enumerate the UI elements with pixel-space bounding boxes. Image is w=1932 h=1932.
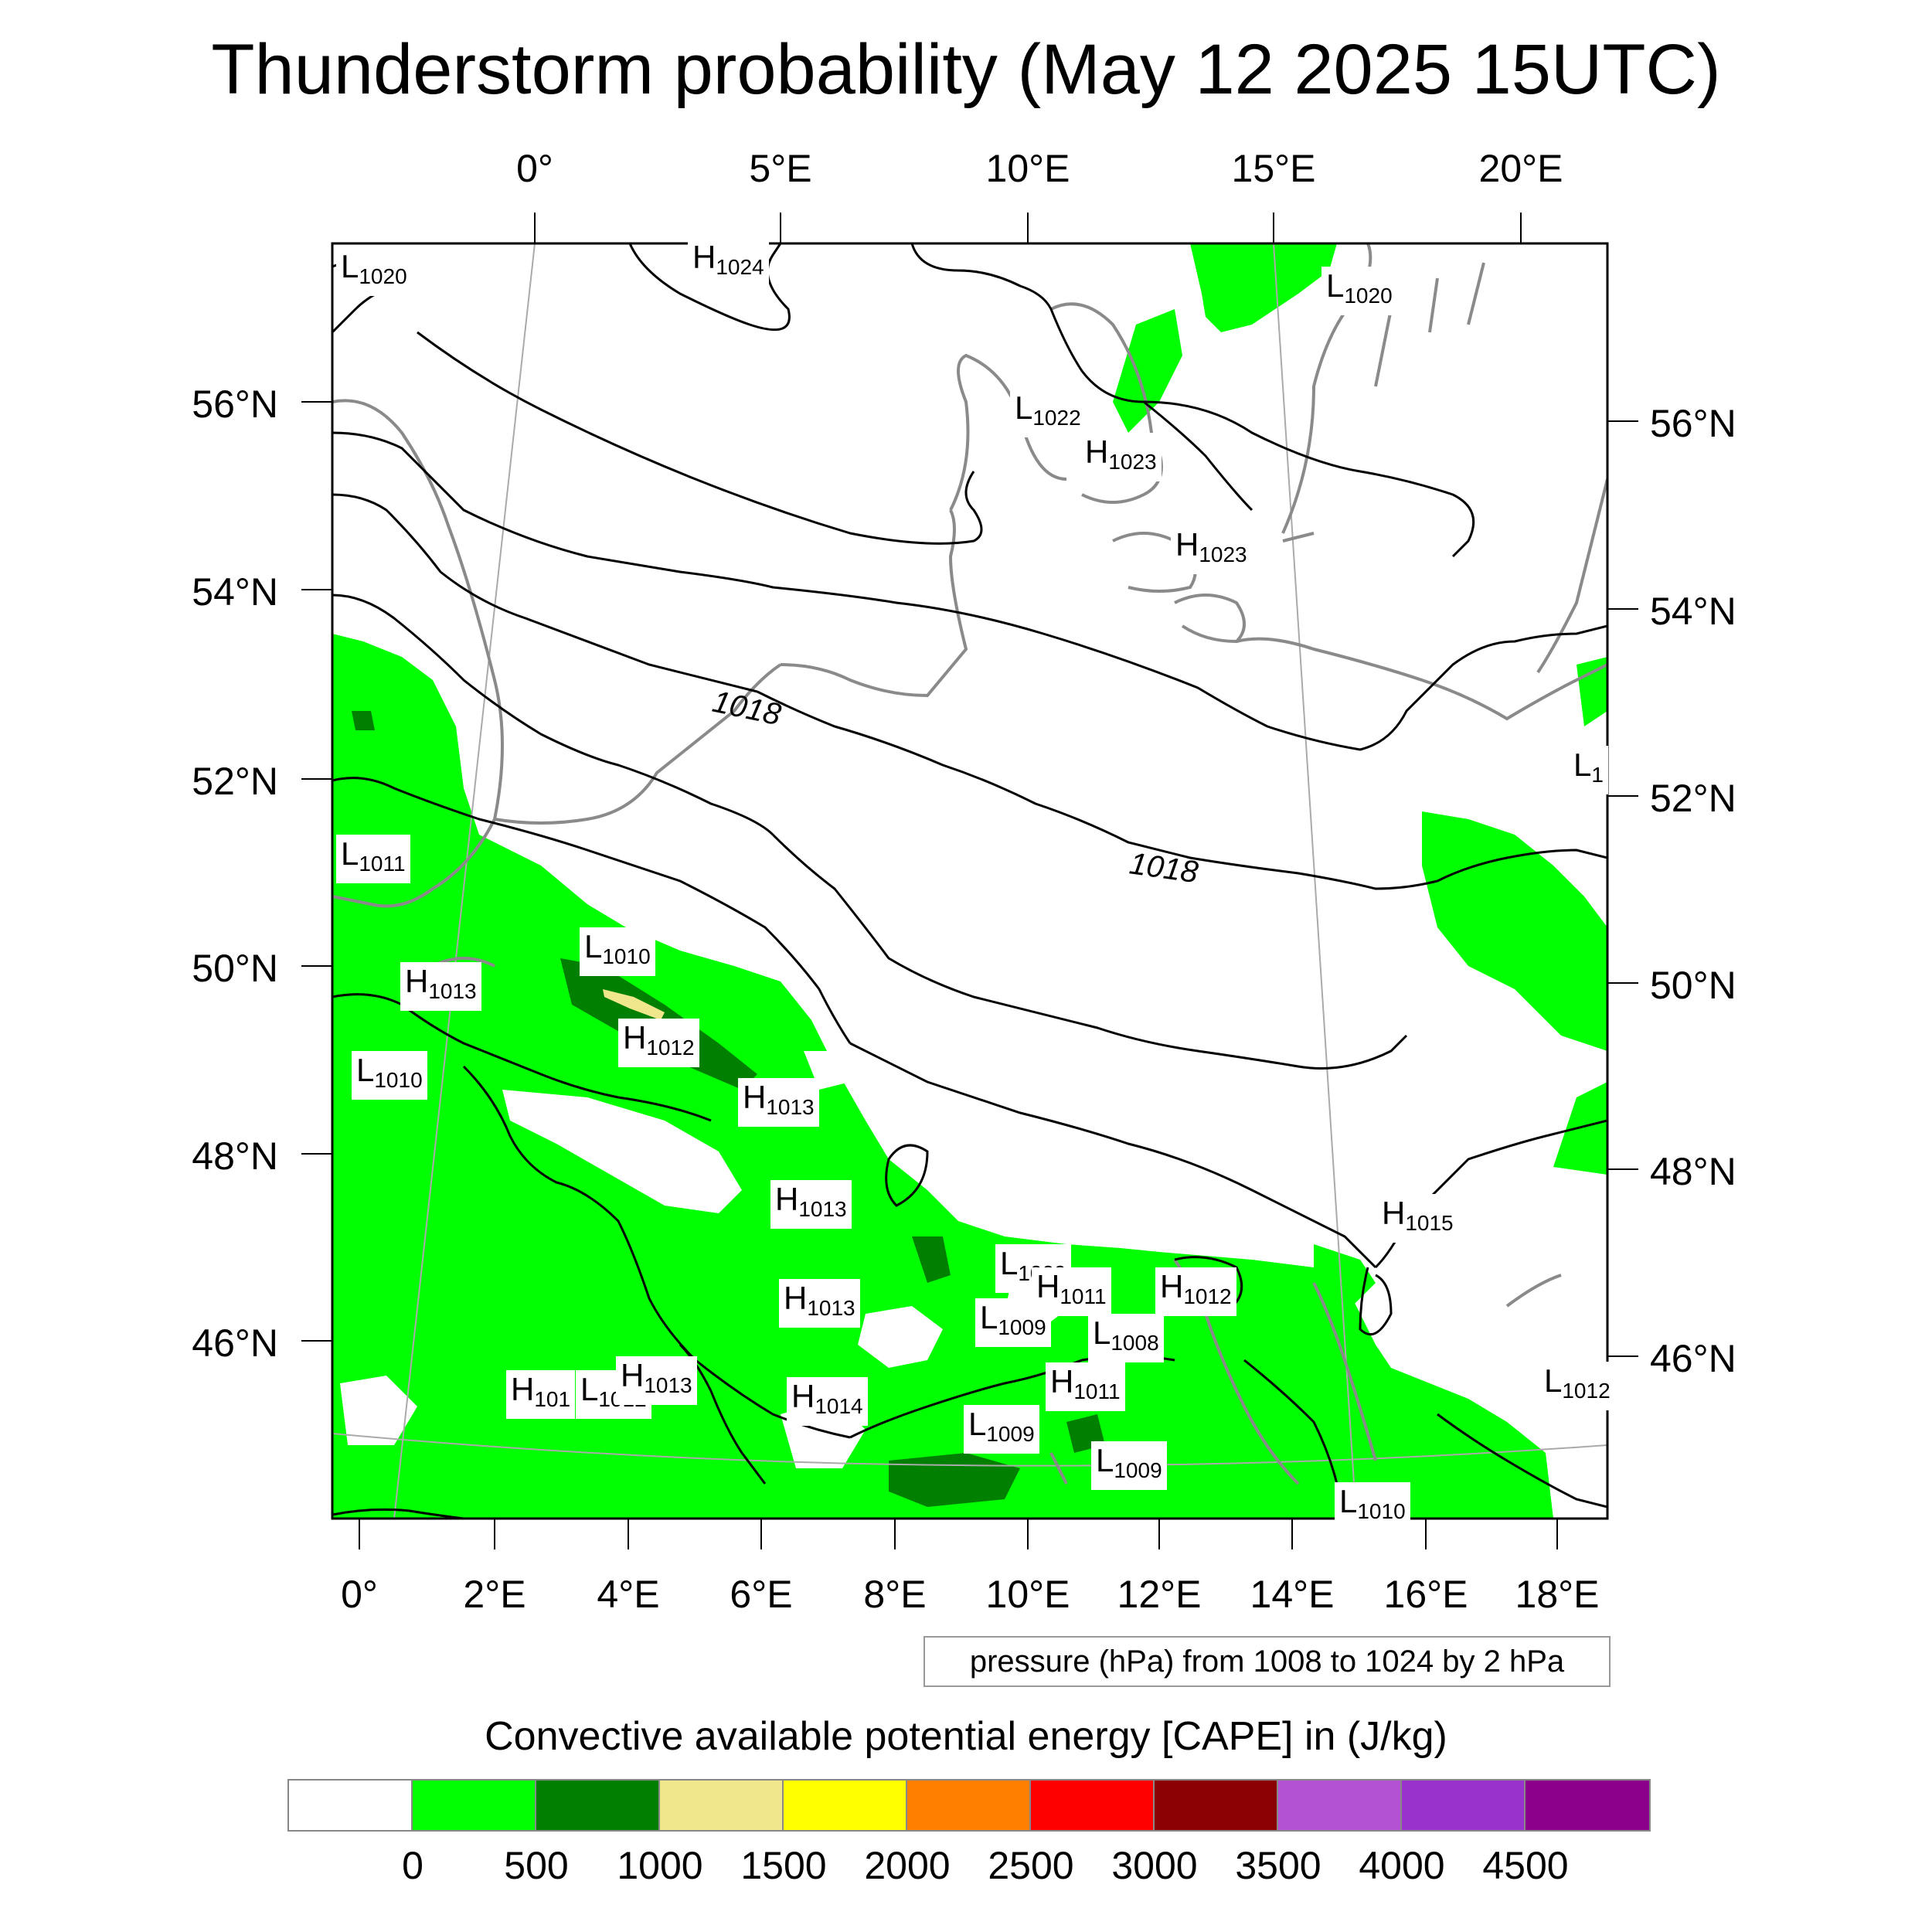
pressure-center-label: H1013: [400, 962, 481, 1011]
colorbar-box: [1278, 1781, 1402, 1830]
isobar-label-1: 1018: [709, 685, 784, 733]
bottom-lon-tick: 16°E: [1383, 1573, 1468, 1616]
right-lat-tick: 48°N: [1650, 1150, 1736, 1193]
colorbar-box: [413, 1781, 536, 1830]
colorbar-box: [660, 1781, 784, 1830]
pressure-center-label: H1013: [779, 1279, 860, 1328]
left-lat-tick: 46°N: [192, 1321, 278, 1365]
colorbar-label: 3000: [1111, 1844, 1198, 1887]
colorbar-box: [1031, 1781, 1155, 1830]
colorbar-label: 3500: [1235, 1844, 1321, 1887]
top-lon-tick: 20°E: [1478, 147, 1563, 190]
bottom-lon-tick: 18°E: [1515, 1573, 1600, 1616]
left-lat-tick: 48°N: [192, 1134, 278, 1178]
pressure-center-label: L1010: [580, 927, 655, 976]
right-lat-tick: 56°N: [1650, 402, 1736, 445]
left-lat-tick: 50°N: [192, 947, 278, 990]
colorbar-box: [1402, 1781, 1526, 1830]
pressure-center-label: H1023: [1080, 433, 1162, 481]
bottom-lon-tick: 2°E: [463, 1573, 526, 1616]
bottom-lon-tick: 12°E: [1117, 1573, 1202, 1616]
colorbar-box: [536, 1781, 660, 1830]
right-lat-tick: 50°N: [1650, 964, 1736, 1007]
left-lat-tick: 52°N: [192, 760, 278, 803]
graticule: [332, 243, 1607, 1519]
colorbar: [287, 1779, 1651, 1832]
pressure-center-label: H1012: [1155, 1267, 1236, 1316]
colorbar-box: [784, 1781, 907, 1830]
pressure-center-label: L1020: [336, 247, 412, 296]
right-lat-tick: 54°N: [1650, 590, 1736, 633]
cape-field: [332, 243, 1607, 1519]
colorbar-label: 500: [504, 1844, 569, 1887]
pressure-center-label: L1022: [1010, 389, 1086, 437]
pressure-center-label: L1009: [964, 1405, 1039, 1454]
colorbar-box: [1155, 1781, 1278, 1830]
pressure-center-label: H1013: [616, 1356, 697, 1405]
map-frame: [331, 242, 1609, 1520]
top-lon-tick: 10°E: [985, 147, 1070, 190]
cape-moderate-areas: [332, 243, 1607, 1519]
isobar-label-2: 1018: [1128, 846, 1201, 889]
pressure-center-label: L1009: [1091, 1441, 1167, 1490]
bottom-lon-tick: 14°E: [1250, 1573, 1335, 1616]
pressure-center-label: L1020: [1321, 267, 1397, 315]
pressure-center-label: L1010: [1335, 1482, 1410, 1531]
colorbar-label: 4000: [1359, 1844, 1445, 1887]
colorbar-label: 4500: [1482, 1844, 1569, 1887]
top-lon-tick: 0°: [516, 147, 553, 190]
colorbar-label: 2000: [864, 1844, 951, 1887]
left-lat-tick: 54°N: [192, 570, 278, 614]
pressure-center-label: L1009: [975, 1298, 1051, 1347]
pressure-center-label: L1: [1569, 746, 1608, 794]
pressure-center-label: L1012: [1539, 1362, 1615, 1410]
pressure-center-label: H1023: [1171, 526, 1252, 574]
pressure-center-label: H1015: [1377, 1194, 1458, 1243]
pressure-center-label: H1011: [1046, 1362, 1125, 1411]
pressure-center-label: H1013: [770, 1180, 852, 1229]
tick-marks: [301, 213, 1638, 1549]
pressure-center-label: L1008: [1088, 1314, 1164, 1362]
pressure-center-label: L1011: [336, 835, 410, 883]
chart-title: Thunderstorm probability (May 12 2025 15…: [211, 30, 1721, 109]
bottom-lon-tick: 0°: [341, 1573, 378, 1616]
pressure-center-label: L1010: [352, 1051, 427, 1100]
left-lat-tick: 56°N: [192, 383, 278, 426]
colorbar-label: 1000: [617, 1844, 703, 1887]
contour-info-box: pressure (hPa) from 1008 to 1024 by 2 hP…: [923, 1636, 1611, 1687]
colorbar-label: 0: [402, 1844, 423, 1887]
pressure-center-label: H1013: [738, 1078, 819, 1127]
top-lon-tick: 15°E: [1231, 147, 1316, 190]
bottom-lon-tick: 10°E: [985, 1573, 1070, 1616]
bottom-lon-tick: 8°E: [863, 1573, 927, 1616]
right-lat-tick: 46°N: [1650, 1337, 1736, 1380]
pressure-center-label: H1012: [618, 1019, 699, 1067]
colorbar-box: [907, 1781, 1031, 1830]
pressure-center-label: H101: [506, 1370, 576, 1419]
cape-very-high-areas: [603, 989, 665, 1020]
bottom-lon-tick: 4°E: [597, 1573, 660, 1616]
pressure-center-label: H1014: [787, 1377, 868, 1426]
pressure-center-label: H1024: [688, 238, 769, 287]
top-lon-tick: 5°E: [749, 147, 812, 190]
colorbar-label: 1500: [740, 1844, 827, 1887]
colorbar-label: 2500: [988, 1844, 1074, 1887]
right-lat-tick: 52°N: [1650, 777, 1736, 820]
colorbar-box: [1526, 1781, 1649, 1830]
bottom-lon-tick: 6°E: [730, 1573, 793, 1616]
legend-title: Convective available potential energy [C…: [485, 1714, 1447, 1759]
colorbar-box: [289, 1781, 413, 1830]
